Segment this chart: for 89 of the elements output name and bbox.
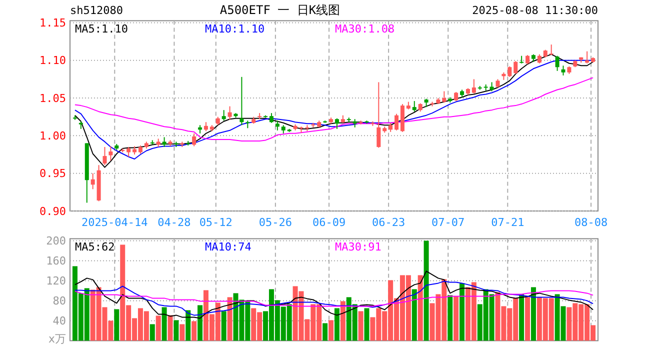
bar xyxy=(424,240,429,341)
bar xyxy=(192,321,197,341)
candlestick xyxy=(412,100,416,112)
text: MA10:1.10 xyxy=(205,22,265,36)
bar xyxy=(198,305,203,341)
candlestick xyxy=(162,136,166,148)
bar xyxy=(156,316,161,341)
y-tick-label: 80 xyxy=(52,294,66,308)
x-tick-label: 07-21 xyxy=(491,216,524,229)
candlestick xyxy=(240,76,244,126)
x-tick-label: 05-12 xyxy=(199,216,232,229)
text: 2025-08-08 11:30:00 xyxy=(472,4,598,17)
y-tick-label: 1.05 xyxy=(40,92,66,105)
bar xyxy=(334,308,340,341)
bar xyxy=(114,309,120,341)
candlestick xyxy=(228,106,232,120)
bar xyxy=(460,283,465,341)
candlestick xyxy=(394,113,399,131)
x-tick-label: 08-08 xyxy=(574,216,608,229)
text: sh512080 xyxy=(70,4,123,17)
y-tick-label: 1.10 xyxy=(40,54,66,68)
bar xyxy=(150,324,155,341)
candlestick xyxy=(90,172,95,190)
candlestick xyxy=(388,122,393,132)
candlestick xyxy=(526,54,530,65)
bar xyxy=(180,324,185,341)
candlestick xyxy=(508,66,512,78)
bar xyxy=(448,295,453,341)
text: MA30:91 xyxy=(335,240,382,254)
bar xyxy=(168,315,173,341)
candlestick xyxy=(376,82,381,148)
x-tick-label: 2025-04-14 xyxy=(82,216,148,229)
bar xyxy=(174,320,179,341)
candlestick xyxy=(537,54,542,64)
bar xyxy=(364,308,370,341)
bar xyxy=(525,297,530,341)
bar xyxy=(454,296,459,341)
candlestick xyxy=(561,65,566,76)
bar xyxy=(227,297,232,341)
chart-title: A500ETF 一 日K线图 xyxy=(220,3,340,17)
y-tick-label: 200 xyxy=(46,234,66,248)
x-tick-label: 06-09 xyxy=(312,216,346,229)
candlestick xyxy=(514,60,518,74)
text: MA5:1.10 xyxy=(75,22,128,36)
candlestick xyxy=(555,55,560,72)
y-tick-label: 0.90 xyxy=(40,204,66,218)
bar xyxy=(328,320,334,341)
y-tick-label: 40 xyxy=(52,314,66,328)
text: MA30:1.08 xyxy=(335,22,395,36)
candlestick xyxy=(269,112,274,124)
text: MA10:74 xyxy=(205,240,252,254)
line-series xyxy=(74,77,594,142)
bar xyxy=(358,311,364,341)
candlestick xyxy=(334,118,339,130)
bar xyxy=(418,275,423,341)
candlestick xyxy=(204,122,208,132)
candlestick xyxy=(549,44,554,56)
y-tick-label: 1.15 xyxy=(40,16,66,30)
candlestick xyxy=(102,146,107,166)
bar xyxy=(519,294,524,341)
line-series xyxy=(74,290,594,307)
candlestick xyxy=(108,146,113,162)
bar xyxy=(162,307,167,341)
y-tick-label: 1.00 xyxy=(40,130,66,143)
y-tick-label: 160 xyxy=(46,254,66,268)
bar xyxy=(186,310,191,341)
candlestick xyxy=(454,91,458,102)
x-tick-label: 05-26 xyxy=(258,216,292,229)
text: MA5:62 xyxy=(75,240,115,254)
bar xyxy=(340,301,346,341)
y-tick-label: 120 xyxy=(46,274,66,288)
y-axis-title: x万 xyxy=(48,332,66,346)
candlestick xyxy=(472,78,476,94)
x-tick-label: 06-23 xyxy=(372,216,406,229)
line-series xyxy=(74,270,594,319)
bar xyxy=(530,287,536,341)
bar xyxy=(221,311,226,341)
candlestick xyxy=(275,120,280,131)
x-tick-label: 04-28 xyxy=(158,216,191,229)
x-tick-label: 07-07 xyxy=(432,216,465,229)
candlestick xyxy=(222,110,226,122)
candlestick xyxy=(126,146,131,158)
y-tick-label: 0.95 xyxy=(40,167,66,180)
bar xyxy=(412,289,417,341)
candlestick xyxy=(442,90,446,104)
candlestick xyxy=(192,132,196,147)
line-series xyxy=(74,280,594,316)
candlestick xyxy=(490,82,494,92)
bar xyxy=(322,323,328,341)
